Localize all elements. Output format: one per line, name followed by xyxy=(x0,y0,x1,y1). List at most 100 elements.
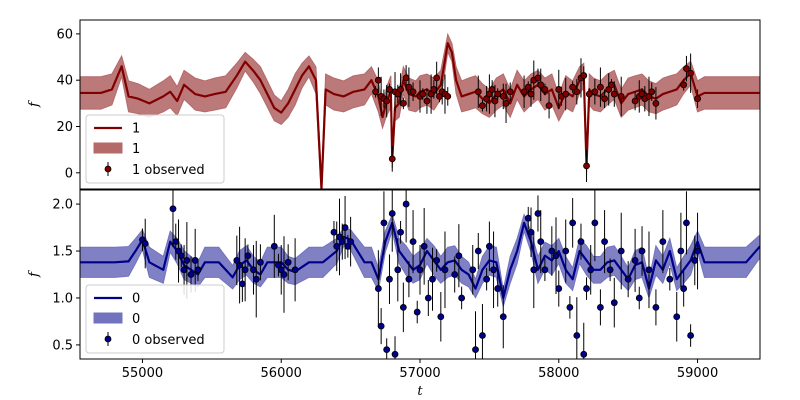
observed-point xyxy=(399,303,407,311)
y-axis-label: f xyxy=(27,270,42,278)
observed-point xyxy=(177,252,185,260)
observed-point xyxy=(180,266,188,274)
observed-point xyxy=(580,350,588,358)
observed-point xyxy=(383,346,391,354)
x-tick-label: 59000 xyxy=(677,366,718,381)
x-tick: 59000 xyxy=(677,359,718,381)
observed-point xyxy=(194,266,202,274)
observed-point xyxy=(687,332,695,339)
observed-point xyxy=(520,88,528,96)
observed-point xyxy=(608,81,615,89)
observed-point xyxy=(374,285,382,292)
observed-point xyxy=(423,97,431,105)
observed-point xyxy=(236,261,243,269)
observed-point xyxy=(252,275,260,283)
y-tick-label: 1.5 xyxy=(52,245,73,260)
y-tick-label: 2.0 xyxy=(52,198,73,213)
observed-point xyxy=(479,102,486,110)
observed-point xyxy=(388,155,396,163)
observed-point xyxy=(502,99,510,107)
observed-point xyxy=(680,285,688,292)
observed-point xyxy=(397,228,404,236)
model-line xyxy=(80,42,760,189)
observed-point xyxy=(388,210,396,217)
observed-point xyxy=(483,275,491,283)
observed-point xyxy=(527,228,535,236)
observed-point xyxy=(469,266,477,274)
observed-point xyxy=(394,266,402,274)
observed-point xyxy=(183,257,191,264)
legend-label: 0 observed xyxy=(132,333,205,348)
top-panel: 0 20 40 60 f 1 1 1 observed xyxy=(27,19,761,190)
observed-point xyxy=(524,214,532,222)
observed-point xyxy=(527,90,535,98)
observed-point xyxy=(691,257,699,264)
observed-point xyxy=(530,266,538,274)
observed-point xyxy=(583,162,590,170)
observed-point xyxy=(451,271,459,278)
observed-point xyxy=(341,224,349,231)
observed-point xyxy=(617,247,625,255)
observed-point xyxy=(187,271,195,278)
y-tick-label: 1.0 xyxy=(52,291,73,306)
x-tick: 55000 xyxy=(122,359,163,381)
observed-point xyxy=(494,90,502,98)
x-tick: 57000 xyxy=(399,359,441,381)
observed-point xyxy=(562,90,570,98)
observed-point xyxy=(569,219,577,227)
plot-area xyxy=(80,190,760,359)
observed-point xyxy=(635,294,643,302)
observed-point xyxy=(673,313,681,321)
observed-point xyxy=(433,74,441,82)
observed-point xyxy=(433,257,441,264)
observed-point xyxy=(494,285,502,292)
observed-point xyxy=(694,95,701,103)
legend-band-swatch xyxy=(93,142,123,154)
observed-point xyxy=(402,200,410,208)
observed-point xyxy=(416,266,424,274)
observed-point xyxy=(645,266,653,274)
y-tick-label: 20 xyxy=(56,120,73,135)
observed-point xyxy=(474,88,482,96)
observed-point xyxy=(585,90,593,98)
observed-point xyxy=(694,247,701,255)
observed-point xyxy=(631,257,639,264)
observed-point xyxy=(238,280,246,288)
observed-point xyxy=(280,271,288,278)
y-tick: 1.5 xyxy=(52,245,80,260)
x-tick-label: 56000 xyxy=(261,366,302,381)
observed-point xyxy=(638,247,646,255)
observed-point xyxy=(347,238,355,246)
observed-point xyxy=(677,247,685,255)
observed-point xyxy=(566,303,574,311)
plot-area xyxy=(80,32,760,189)
observed-point xyxy=(506,88,514,96)
observed-point xyxy=(577,238,585,246)
observed-point xyxy=(488,86,496,93)
observed-point xyxy=(479,332,486,339)
observed-point xyxy=(569,83,577,91)
observed-point xyxy=(597,303,604,311)
observed-point xyxy=(683,219,690,227)
observed-point xyxy=(241,266,249,274)
observed-point xyxy=(270,242,278,250)
y-tick: 40 xyxy=(56,74,80,89)
observed-point xyxy=(541,266,549,274)
observed-point xyxy=(499,313,507,321)
observed-point xyxy=(458,294,466,302)
observed-point xyxy=(545,102,553,110)
observed-point xyxy=(631,97,639,105)
observed-point xyxy=(683,65,690,73)
y-tick: 0 xyxy=(65,166,80,181)
y-tick-label: 0.5 xyxy=(52,338,73,353)
x-tick: 58000 xyxy=(538,359,579,381)
x-axis-label: t xyxy=(417,384,423,399)
y-tick: 0.5 xyxy=(52,338,80,353)
observed-point xyxy=(409,88,417,96)
observed-point xyxy=(573,332,581,339)
observed-point xyxy=(250,266,257,274)
observed-point xyxy=(441,266,449,274)
observed-point xyxy=(291,266,299,274)
observed-point xyxy=(386,275,393,283)
